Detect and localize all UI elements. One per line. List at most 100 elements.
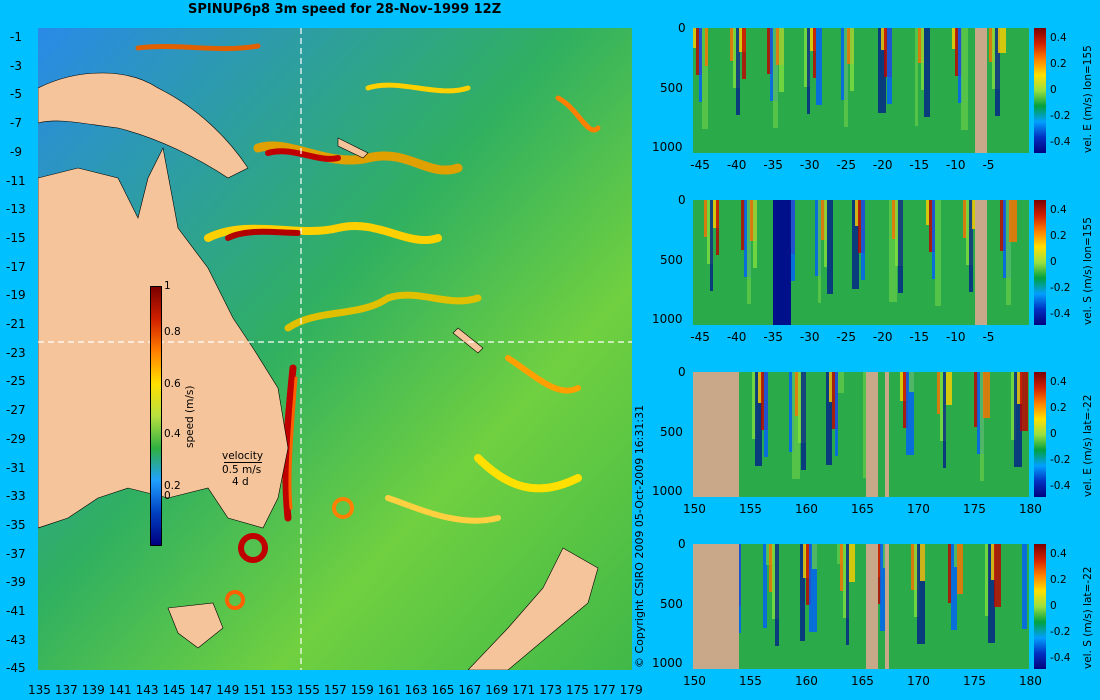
section-heatmap	[693, 372, 1029, 497]
heatmap-cell	[994, 544, 1001, 607]
section-y-tick: 0	[678, 537, 686, 551]
heatmap-cell	[736, 28, 740, 115]
section-x-tick: 180	[1019, 674, 1042, 688]
australia	[38, 147, 289, 529]
section-heatmap	[693, 28, 1029, 153]
land-mask	[885, 544, 889, 669]
section-y-tick: 1000	[652, 140, 683, 155]
heatmap-cell	[1011, 372, 1016, 440]
section-x-tick: -5	[982, 330, 995, 344]
heatmap-cell	[878, 28, 886, 113]
heatmap-cell	[935, 200, 941, 306]
section-x-tick: 180	[1019, 502, 1042, 516]
section-x-tick: -10	[945, 330, 966, 344]
map-lon-tick: 135	[28, 683, 51, 697]
section-colorbar	[1034, 200, 1046, 325]
heatmap-cell	[850, 28, 854, 91]
section-x-tick: -30	[799, 158, 820, 172]
section-colorbar	[1034, 28, 1046, 153]
map-lat-tick: -17	[6, 259, 26, 274]
speed-map-svg	[38, 28, 632, 670]
heatmap-cell	[903, 372, 908, 428]
new-caledonia	[452, 327, 484, 354]
map-lon-tick: 137	[54, 683, 78, 697]
section-x-tick: -20	[872, 330, 893, 344]
section-x-tick: 165	[851, 674, 874, 688]
speed-map: 1 0.8 0.6 0.4 0.2 0 speed (m/s) velocity…	[38, 28, 632, 670]
heatmap-cell	[861, 200, 865, 280]
map-lat-tick: -25	[6, 374, 26, 389]
heatmap-cell	[710, 200, 713, 291]
land-mask	[866, 372, 878, 497]
heatmap-cell	[716, 200, 719, 255]
map-lon-tick: 139	[81, 683, 105, 697]
new-zealand	[467, 547, 599, 670]
map-lon-tick: 145	[162, 683, 186, 697]
heatmap-cell	[889, 200, 897, 302]
heatmap-cell	[844, 28, 848, 127]
section-x-tick: -10	[945, 158, 966, 172]
heatmap-cell	[1014, 372, 1022, 467]
speed-colorbar	[150, 286, 162, 546]
heatmap-cell	[741, 200, 745, 250]
velocity-legend-title: velocity	[222, 450, 264, 462]
heatmap-cell	[988, 544, 995, 643]
section-y-tick: 0	[678, 193, 686, 207]
map-lat-tick: -11	[6, 173, 26, 188]
speed-cbar-tick: 0.8	[164, 326, 181, 338]
heatmap-cell	[818, 200, 821, 303]
heatmap-cell	[1006, 200, 1011, 305]
heatmap-cell	[937, 372, 940, 414]
section-y-tick: 1000	[652, 484, 683, 499]
heatmap-cell	[1022, 544, 1027, 629]
heatmap-cell	[909, 372, 914, 392]
section-heatmap-svg	[693, 200, 1029, 325]
map-lon-tick: 165	[431, 683, 455, 697]
speed-cbar-label: speed (m/s)	[184, 385, 196, 449]
map-lon-tick: 173	[539, 683, 562, 697]
new-guinea	[38, 72, 249, 179]
section-cbar-tick: 0.2	[1050, 574, 1067, 586]
section-x-tick: 175	[963, 674, 986, 688]
section-cbar-tick: 0.2	[1050, 58, 1067, 70]
section-x-tick: -25	[836, 158, 856, 172]
section-heatmap	[693, 544, 1029, 669]
section-heatmap	[693, 200, 1029, 325]
heatmap-cell	[898, 200, 903, 293]
heatmap-cell	[855, 200, 859, 226]
heatmap-cell	[887, 28, 892, 104]
section-x-tick: -35	[763, 330, 783, 344]
section-label: vel. E (m/s) lon=155	[1082, 45, 1094, 153]
map-lat-tick: -31	[6, 460, 26, 475]
section-y-tick: 0	[678, 21, 686, 35]
heatmap-cell	[730, 28, 734, 61]
heatmap-cell	[747, 200, 751, 304]
section-cbar-tick: 0.4	[1050, 204, 1067, 216]
heatmap-cell	[957, 544, 963, 594]
heatmap-cell	[954, 544, 957, 567]
heatmap-cell	[755, 372, 762, 466]
heatmap-cell	[827, 200, 833, 294]
heatmap-cell	[829, 372, 832, 402]
map-lon-tick: 153	[270, 683, 293, 697]
heatmap-cell	[789, 372, 794, 452]
section-x-tick: 165	[851, 502, 874, 516]
heatmap-cell	[699, 28, 702, 102]
page-title: SPINUP6p8 3m speed for 28-Nov-1999 12Z	[188, 2, 502, 17]
heatmap-cell	[920, 544, 925, 581]
map-lat-tick: -13	[6, 202, 26, 217]
heatmap-cell	[932, 200, 935, 279]
heatmap-cell	[881, 28, 886, 50]
heatmap-cell	[948, 544, 951, 603]
section-cbar-tick: -0.4	[1050, 652, 1071, 664]
heatmap-cell	[838, 372, 844, 393]
heatmap-cell	[795, 372, 800, 416]
heatmap-cell	[812, 544, 817, 569]
heatmap-background	[693, 544, 1029, 669]
heatmap-cell	[963, 200, 967, 238]
section-cbar-tick: -0.4	[1050, 308, 1071, 320]
heatmap-cell	[775, 544, 779, 646]
section-x-tick: -25	[836, 330, 856, 344]
section-cbar-tick: 0.4	[1050, 548, 1067, 560]
heatmap-cell	[852, 200, 859, 289]
